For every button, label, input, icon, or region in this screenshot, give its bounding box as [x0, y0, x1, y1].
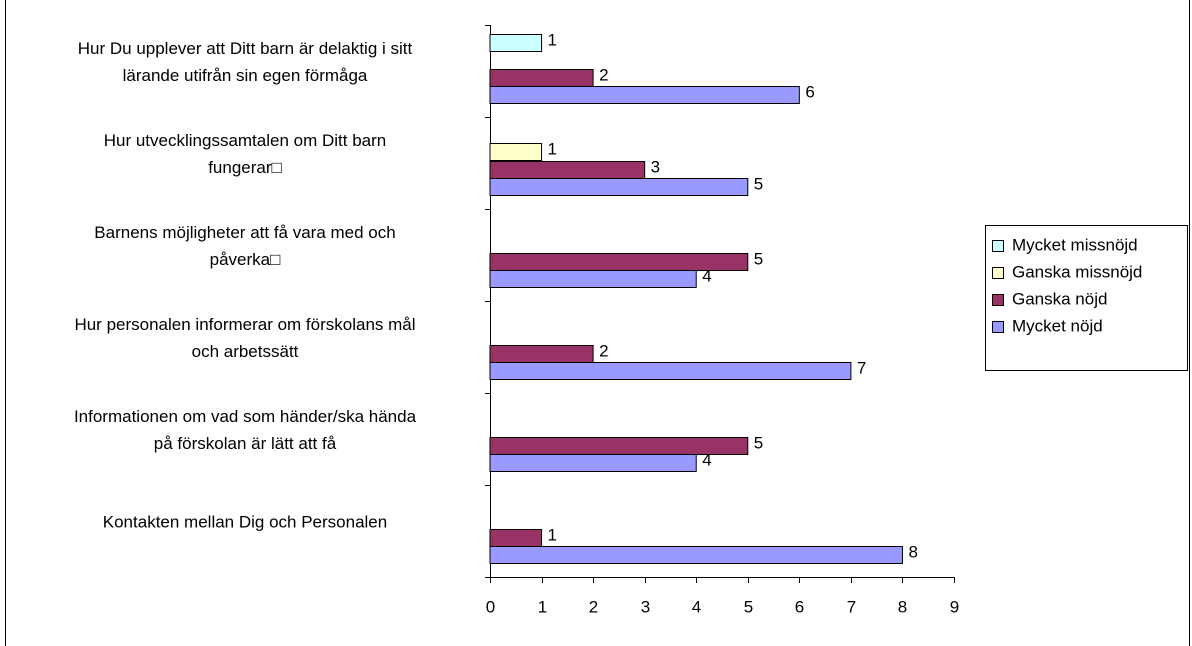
x-tick-label: 9: [950, 597, 959, 616]
data-label: 2: [599, 341, 608, 360]
legend-label: Ganska missnöjd: [1012, 262, 1142, 281]
category-label: Hur personalen informerar om förskolans …: [74, 315, 416, 361]
bar: [489, 270, 697, 288]
category-label: Barnens möjligheter att få vara med och …: [94, 223, 396, 269]
legend-swatch: [992, 321, 1004, 333]
legend-box: [985, 225, 1188, 371]
data-label: 8: [908, 542, 917, 561]
x-tick-label: 0: [486, 597, 495, 616]
chart-border: [5, 0, 1190, 646]
x-tick-label: 3: [641, 597, 650, 616]
x-tick-label: 6: [795, 597, 804, 616]
bar: [489, 362, 852, 380]
data-label: 5: [754, 174, 763, 193]
x-tick-label: 8: [898, 597, 907, 616]
data-label: 1: [548, 525, 557, 544]
data-label: 2: [599, 65, 608, 84]
data-label: 5: [754, 433, 763, 452]
legend-label: Mycket missnöjd: [1012, 235, 1138, 254]
data-label: 1: [548, 139, 557, 158]
bar: [489, 34, 543, 52]
category-label: Kontakten mellan Dig och Personalen: [102, 512, 388, 532]
bar: [489, 69, 594, 87]
x-tick-label: 1: [538, 597, 547, 616]
data-label: 4: [702, 450, 711, 469]
legend-label: Ganska nöjd: [1012, 289, 1107, 308]
bar: [489, 143, 543, 161]
bar: [489, 161, 646, 179]
bar: [489, 345, 594, 363]
x-tick-label: 7: [847, 597, 856, 616]
x-tick-label: 4: [692, 597, 701, 616]
legend-swatch: [992, 267, 1004, 279]
data-label: 7: [857, 358, 866, 377]
legend-swatch: [992, 294, 1004, 306]
bar: [489, 454, 697, 472]
data-label: 4: [702, 266, 711, 285]
data-label: 6: [805, 82, 814, 101]
x-tick-label: 2: [589, 597, 598, 616]
bar: [489, 529, 543, 547]
data-label: 1: [548, 30, 557, 49]
bar: [489, 546, 903, 564]
data-label: 5: [754, 249, 763, 268]
bar: [489, 178, 749, 196]
legend-label: Mycket nöjd: [1012, 316, 1103, 335]
category-label: Informationen om vad som händer/ska händ…: [73, 407, 417, 453]
bar: [489, 86, 800, 104]
x-tick-label: 5: [744, 597, 753, 616]
category-label: Hur utvecklingssamtalen om Ditt barn fun…: [103, 131, 387, 177]
data-label: 3: [651, 157, 660, 176]
legend-swatch: [992, 240, 1004, 252]
category-label: Hur Du upplever att Ditt barn är delakti…: [77, 39, 413, 85]
